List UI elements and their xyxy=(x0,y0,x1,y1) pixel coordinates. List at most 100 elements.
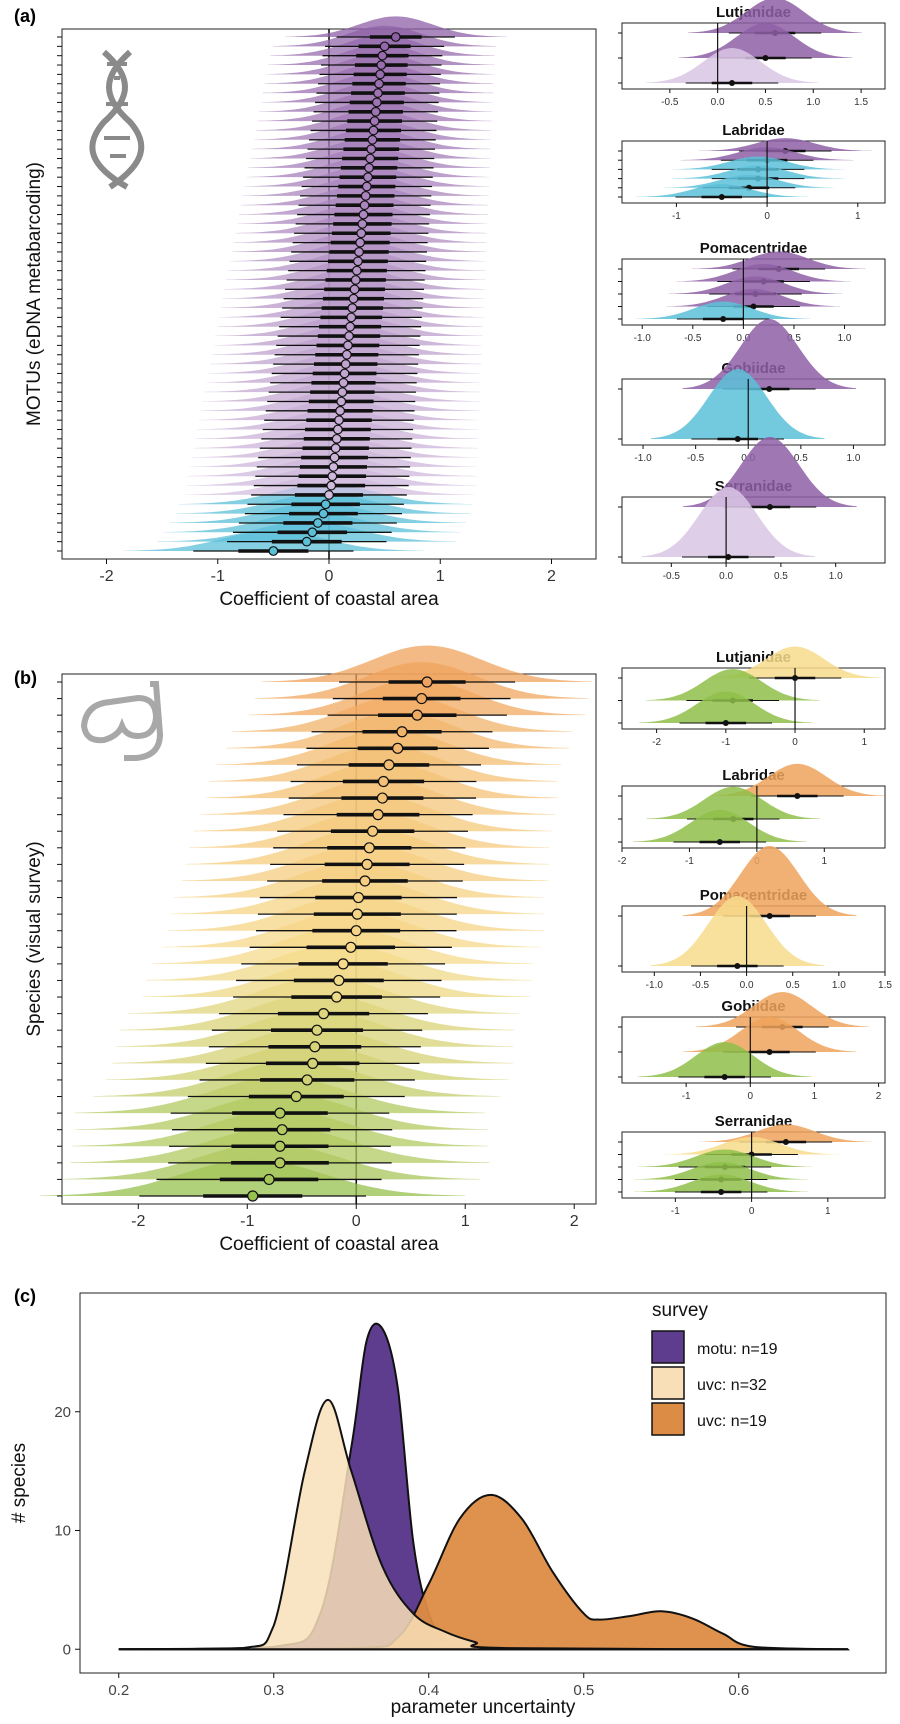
point-estimate xyxy=(317,1008,330,1020)
point-estimate xyxy=(301,536,312,547)
x-tick-label: 0.3 xyxy=(263,1682,284,1699)
point-estimate xyxy=(361,858,373,870)
point-estimate xyxy=(343,340,353,351)
y-axis-label: MOTUs (eDNA metabarcoding) xyxy=(24,162,45,426)
point-estimate xyxy=(359,200,370,211)
x-tick-label: 0.5 xyxy=(787,333,801,344)
x-tick-label: 1 xyxy=(861,737,867,748)
x-tick-label: 1 xyxy=(855,211,861,222)
x-tick-label: 0 xyxy=(325,568,334,585)
x-tick-label: 1 xyxy=(461,1213,470,1230)
point-estimate xyxy=(344,331,354,341)
x-tick-label: 0.2 xyxy=(108,1682,129,1699)
x-tick-label: 1.0 xyxy=(838,333,852,344)
family-panel-pomacentridae: Pomacentridae-1.0 -0.5 0.0 0.5 1.0 xyxy=(618,240,886,344)
x-tick-label: 0.5 xyxy=(794,453,808,464)
x-tick-label: -2 xyxy=(99,568,113,585)
point-estimate xyxy=(718,194,725,200)
x-tick-label: -1 xyxy=(672,211,681,222)
x-tick-label: -2 xyxy=(618,856,627,867)
family-panel-serranidae: Serranidae-0.50.00.51.0 xyxy=(618,437,886,582)
point-estimate xyxy=(371,97,382,108)
point-estimate xyxy=(372,809,384,821)
point-estimate xyxy=(357,219,368,229)
posterior-ridge xyxy=(671,165,845,179)
point-estimate xyxy=(263,1173,275,1186)
point-estimate xyxy=(355,237,366,248)
y-axis-label: # species xyxy=(9,1443,30,1523)
x-axis-label: Coefficient of coastal area xyxy=(219,1234,439,1255)
point-estimate xyxy=(363,842,375,854)
posterior-ridge xyxy=(645,669,820,701)
point-estimate xyxy=(361,181,372,192)
point-estimate xyxy=(331,991,343,1003)
x-tick-label: 0 xyxy=(792,737,798,748)
x-tick-label: -0.5 xyxy=(687,453,705,464)
x-tick-label: -1 xyxy=(671,1206,680,1217)
y-tick-label: 10 xyxy=(54,1523,71,1540)
point-estimate xyxy=(345,321,356,332)
x-tick-label: 1.0 xyxy=(832,980,846,991)
legend-title: survey xyxy=(652,1300,708,1321)
point-estimate xyxy=(274,1140,286,1152)
point-estimate xyxy=(376,792,388,804)
posterior-ridge xyxy=(284,16,507,37)
point-estimate xyxy=(734,436,741,442)
posterior-ridge xyxy=(262,645,593,682)
x-tick-label: -1 xyxy=(240,1213,254,1230)
point-estimate xyxy=(333,424,343,435)
point-estimate xyxy=(421,676,433,688)
point-estimate xyxy=(794,793,801,799)
x-tick-label: 1.0 xyxy=(846,453,860,464)
legend-label-uvc32: uvc: n=32 xyxy=(697,1377,767,1394)
point-estimate xyxy=(312,518,323,528)
posterior-ridge xyxy=(650,896,825,966)
point-estimate xyxy=(358,209,369,220)
x-tick-label: 0.0 xyxy=(719,571,733,582)
posterior-ridge xyxy=(698,138,873,151)
posterior-ridge xyxy=(641,487,816,557)
panel-b-main-chart: -2 -1 0 1 2 Coefficient of coastal area Spec… xyxy=(24,645,597,1255)
point-estimate xyxy=(290,1090,302,1103)
point-estimate xyxy=(377,50,388,61)
x-tick-label: 0.5 xyxy=(573,1682,594,1699)
point-estimate xyxy=(324,490,334,500)
point-estimate xyxy=(330,443,341,454)
point-estimate xyxy=(331,433,342,444)
plot-frame xyxy=(79,1292,887,1674)
point-estimate xyxy=(766,913,773,919)
point-estimate xyxy=(375,69,386,80)
point-estimate xyxy=(351,908,363,920)
y-axis-label: Species (visual survey) xyxy=(24,841,45,1036)
posterior-ridge xyxy=(662,174,836,188)
point-estimate xyxy=(365,153,376,164)
point-estimate xyxy=(356,228,367,239)
x-tick-label: 0.4 xyxy=(418,1682,439,1699)
x-tick-label: 0.6 xyxy=(728,1682,749,1699)
point-estimate xyxy=(722,720,729,726)
legend-label-uvc19: uvc: n=19 xyxy=(697,1413,767,1430)
point-estimate xyxy=(416,692,428,705)
posterior-ridge xyxy=(682,846,857,916)
posterior-ridge xyxy=(676,264,851,282)
x-axis-label: parameter uncertainty xyxy=(391,1697,576,1718)
y-tick-label: 0 xyxy=(63,1641,71,1658)
point-estimate xyxy=(377,775,390,788)
x-tick-label: 1.0 xyxy=(829,571,843,582)
point-estimate xyxy=(341,349,352,360)
point-estimate xyxy=(360,190,371,201)
x-tick-label: 0.0 xyxy=(711,97,725,108)
posterior-ridge xyxy=(688,0,862,33)
posterior-ridge xyxy=(668,276,843,294)
legend-key-uvc19 xyxy=(651,1402,685,1436)
x-tick-label: 0 xyxy=(352,1213,361,1230)
point-estimate xyxy=(328,461,339,472)
posterior-ridge xyxy=(632,809,807,842)
point-estimate xyxy=(721,1074,728,1080)
x-tick-label: 1.5 xyxy=(854,97,868,108)
point-estimate xyxy=(366,825,379,837)
dna-icon xyxy=(89,49,145,190)
point-estimate xyxy=(247,1190,259,1202)
